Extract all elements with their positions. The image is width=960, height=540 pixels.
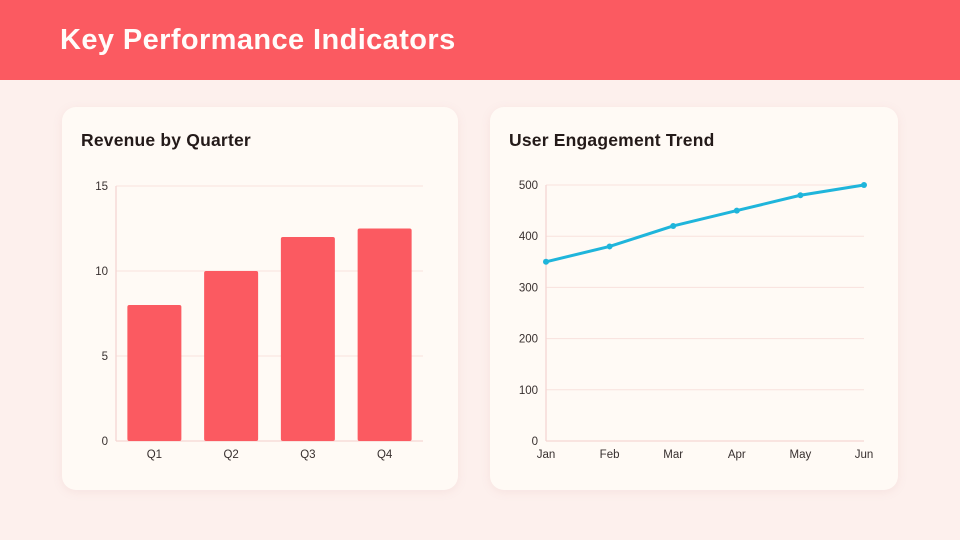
y-tick-label: 10 — [95, 266, 108, 278]
revenue-bar-chart: 0 5 10 15 Q1 Q2 Q3 Q4 — [95, 181, 423, 461]
engagement-line-chart: 0 100 200 300 400 500 Jan Feb Mar Apr May Jun — [519, 180, 874, 461]
bar-q4 — [357, 228, 412, 441]
chart-title-engagement: User Engagement Trend — [509, 130, 715, 150]
x-tick-label: May — [790, 449, 812, 461]
x-tick-label: Jun — [855, 449, 874, 461]
x-tick-label: Q4 — [377, 449, 393, 461]
data-point-apr — [733, 207, 740, 214]
x-tick-label: Q3 — [300, 449, 315, 461]
data-point-jun — [861, 182, 867, 188]
x-tick-label: Apr — [728, 449, 746, 461]
y-tick-label: 5 — [102, 351, 108, 363]
chart-title-revenue: Revenue by Quarter — [81, 130, 251, 150]
y-tick-label: 400 — [519, 231, 538, 243]
data-point-feb — [606, 243, 613, 250]
data-point-mar — [670, 222, 677, 229]
y-tick-label: 500 — [519, 180, 538, 192]
y-tick-label: 300 — [519, 282, 538, 294]
header-banner: Key Performance Indicators — [0, 0, 960, 80]
revenue-card: 0 5 10 15 Q1 Q2 Q3 Q4 Revenue by Quarter — [62, 107, 458, 490]
engagement-card: 0 100 200 300 400 500 Jan Feb Mar Apr May Jun User … — [490, 107, 898, 490]
data-point-jan — [543, 258, 549, 265]
y-tick-label: 0 — [102, 436, 108, 448]
page-title: Key Performance Indicators — [60, 24, 456, 56]
bar-q3 — [280, 237, 335, 441]
x-tick-label: Q2 — [223, 449, 238, 461]
y-tick-label: 100 — [519, 385, 538, 397]
data-point-may — [797, 192, 804, 199]
y-tick-label: 0 — [532, 436, 538, 448]
trend-line — [544, 183, 866, 264]
x-tick-label: Feb — [600, 449, 620, 461]
y-tick-label: 15 — [95, 181, 108, 193]
bar-q1 — [127, 305, 182, 441]
x-tick-label: Jan — [537, 449, 556, 461]
bar-q2 — [204, 271, 259, 441]
x-tick-label: Q1 — [147, 449, 162, 461]
y-tick-label: 200 — [519, 334, 538, 346]
x-tick-label: Mar — [663, 449, 683, 461]
